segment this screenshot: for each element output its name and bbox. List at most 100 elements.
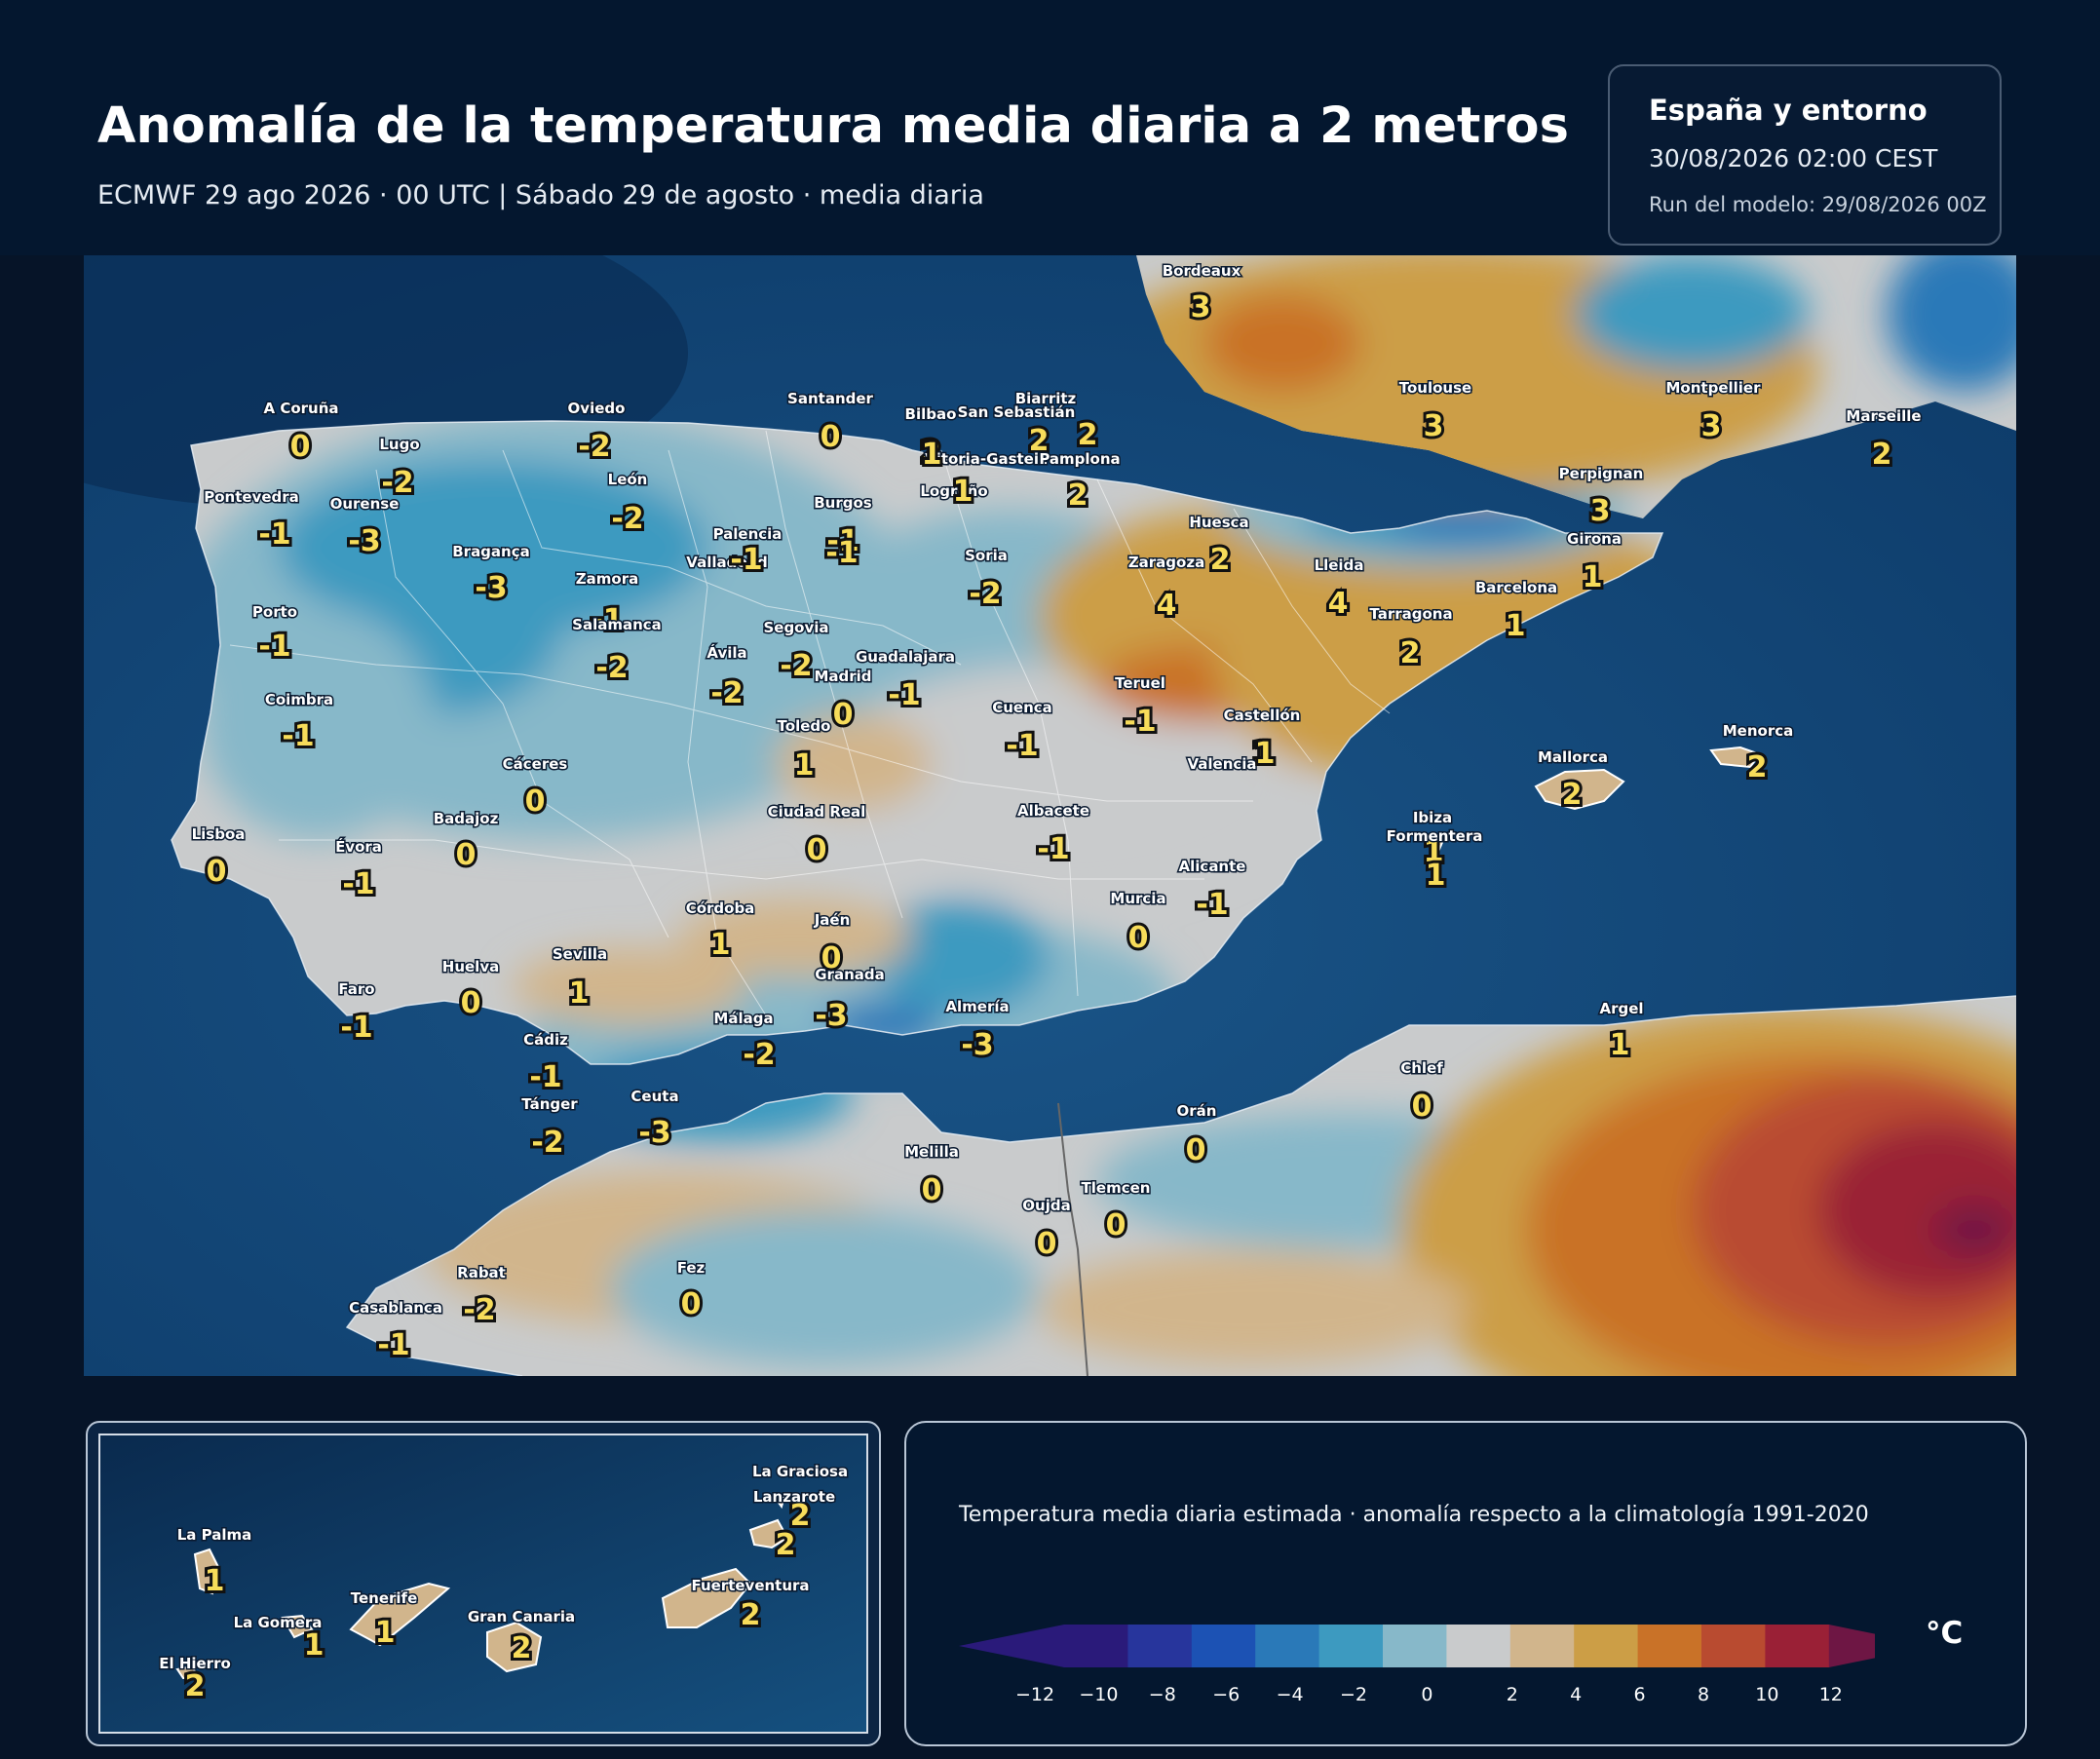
city-value-lleida: 4	[1328, 587, 1349, 621]
island-label-tenerife: Tenerife	[351, 1589, 418, 1607]
city-label-perpignan: Perpignan	[1559, 465, 1644, 482]
city-label-ciudad-real: Ciudad Real	[768, 803, 866, 821]
city-label-sevilla: Sevilla	[553, 945, 607, 963]
page-subtitle: ECMWF 29 ago 2026 · 00 UTC | Sábado 29 d…	[97, 180, 984, 210]
city-label-guadalajara: Guadalajara	[856, 648, 955, 666]
city-value-huesca: 2	[1210, 543, 1231, 577]
info-model-run: Run del modelo: 29/08/2026 00Z	[1649, 193, 1987, 216]
city-value-evora: -1	[342, 867, 374, 901]
city-value-braganca: -3	[475, 571, 507, 605]
city-value-coimbra: -1	[282, 719, 314, 753]
city-value-alicante: -1	[1196, 888, 1228, 922]
city-label-vitoria-gasteiz: Vitoria-Gasteiz	[925, 450, 1048, 468]
city-value-teruel: -1	[1124, 705, 1156, 739]
city-value-perpignan: 3	[1590, 494, 1611, 528]
map-svg: Bordeaux 3 A Coruña 0 Lugo -2 Oviedo -2 Santande…	[0, 197, 2017, 1377]
colorbar-layer: −12 −10 −8 −6 −4 −2 0 2 4 6 8 10 12	[959, 1625, 1875, 1705]
city-value-burgos: -1	[826, 524, 859, 558]
city-label-tanger: Tánger	[521, 1095, 578, 1113]
city-value-ciudad-real: 0	[807, 833, 827, 867]
city-value-bordeaux: 3	[1191, 290, 1211, 325]
colorbar-segment	[1318, 1625, 1384, 1667]
canarias-inset[interactable]: La Graciosa 2 Lanzarote 2 La Palma 1 Fuerteven…	[86, 1421, 881, 1746]
city-value-murcia: 0	[1128, 921, 1149, 955]
colorbar-tick-label: −2	[1340, 1684, 1367, 1705]
page-title: Anomalía de la temperatura media diaria …	[97, 97, 1569, 155]
city-label-evora: Évora	[335, 837, 382, 856]
city-label-oran: Orán	[1177, 1102, 1217, 1120]
city-label-logrono: Logroño	[920, 482, 987, 500]
city-value-caceres: 0	[525, 784, 546, 819]
city-value-tanger: -2	[531, 1126, 563, 1160]
city-label-fez: Fez	[677, 1259, 706, 1277]
city-value-oviedo: -2	[578, 430, 610, 464]
city-value-oran: 0	[1186, 1133, 1206, 1167]
info-box: España y entorno 30/08/2026 02:00 CEST R…	[1608, 64, 2002, 246]
city-label-oviedo: Oviedo	[568, 400, 626, 417]
city-label-santander: Santander	[787, 390, 873, 407]
city-value-montpellier: 3	[1701, 409, 1722, 443]
city-value-rabat: -2	[463, 1293, 495, 1327]
city-label-braganca: Bragança	[452, 543, 530, 560]
city-value-marseille: 2	[1872, 438, 1892, 472]
city-label-tarragona: Tarragona	[1369, 605, 1452, 623]
city-layer: Bordeaux 3 A Coruña 0 Lugo -2 Oviedo -2 Santande…	[190, 261, 1923, 1366]
city-label-salamanca: Salamanca	[572, 616, 662, 633]
city-value-biarritz: 2	[1078, 418, 1098, 452]
city-label-granada: Granada	[815, 966, 885, 983]
city-label-leon: León	[608, 471, 648, 488]
city-label-murcia: Murcia	[1110, 890, 1165, 907]
island-label-la-graciosa: La Graciosa	[752, 1463, 848, 1480]
colorbar-segment	[1127, 1625, 1193, 1667]
city-value-almeria: -3	[961, 1028, 993, 1062]
city-label-cuenca: Cuenca	[992, 699, 1052, 716]
colorbar-tick-label: 10	[1755, 1684, 1778, 1705]
city-label-zamora: Zamora	[576, 570, 638, 588]
city-value-toledo: 1	[794, 748, 815, 783]
city-label-san-sebastian: San Sebastián	[958, 403, 1076, 421]
city-label-caceres: Cáceres	[503, 755, 568, 773]
city-label-soria: Soria	[965, 547, 1008, 564]
city-value-sevilla: 1	[569, 976, 590, 1011]
colorbar-tick-label: 12	[1819, 1684, 1843, 1705]
city-label-lugo: Lugo	[379, 436, 419, 453]
city-value-barcelona: 1	[1506, 609, 1526, 643]
city-label-marseille: Marseille	[1846, 407, 1921, 425]
city-value-palencia: -1	[825, 536, 858, 570]
legend-panel: Temperatura media diaria estimada · anom…	[904, 1421, 2027, 1746]
island-label-lanzarote: Lanzarote	[753, 1488, 835, 1506]
colorbar-segment	[1446, 1625, 1511, 1667]
city-label-cordoba: Córdoba	[686, 899, 755, 917]
city-value-cuenca: -1	[1006, 729, 1038, 763]
city-value-zamora: -1	[591, 603, 623, 637]
city-value-valladolid: -1	[730, 543, 762, 577]
canary-islands	[175, 1495, 789, 1679]
city-label-lleida: Lleida	[1315, 556, 1364, 574]
colorbar-tick-label: 8	[1698, 1684, 1709, 1705]
city-value-menorca: 2	[1747, 750, 1768, 784]
city-value-logrono: 1	[953, 475, 974, 509]
city-label-badajoz: Badajoz	[434, 810, 499, 827]
city-value-albacete: -1	[1037, 832, 1069, 866]
city-label-valladolid: Valladolid	[686, 554, 767, 571]
colorbar-extend-low	[959, 1625, 1064, 1667]
city-label-melilla: Melilla	[904, 1143, 959, 1161]
city-value-porto: -1	[258, 630, 290, 664]
city-value-salamanca: -2	[595, 651, 628, 685]
island-value-lanzarote: 2	[776, 1528, 796, 1562]
anomaly-map[interactable]: Bordeaux 3 A Coruña 0 Lugo -2 Oviedo -2 Santande…	[0, 197, 2017, 1377]
island-value-la-graciosa: 2	[790, 1499, 811, 1533]
city-label-barcelona: Barcelona	[1475, 579, 1557, 596]
colorbar-tick-label: −12	[1015, 1684, 1054, 1705]
city-value-fez: 0	[681, 1287, 702, 1321]
island-value-tenerife: 1	[375, 1616, 396, 1650]
colorbar-segment	[1509, 1625, 1575, 1667]
city-label-burgos: Burgos	[814, 494, 872, 512]
island-value-el-hierro: 2	[185, 1669, 206, 1703]
coastlines	[171, 420, 2017, 1377]
city-value-cadiz: -1	[529, 1060, 561, 1094]
city-value-pamplona: 2	[1068, 478, 1088, 513]
unit-label: °C	[1926, 1616, 1964, 1651]
city-label-toulouse: Toulouse	[1399, 379, 1471, 397]
city-label-alicante: Alicante	[1179, 858, 1246, 875]
